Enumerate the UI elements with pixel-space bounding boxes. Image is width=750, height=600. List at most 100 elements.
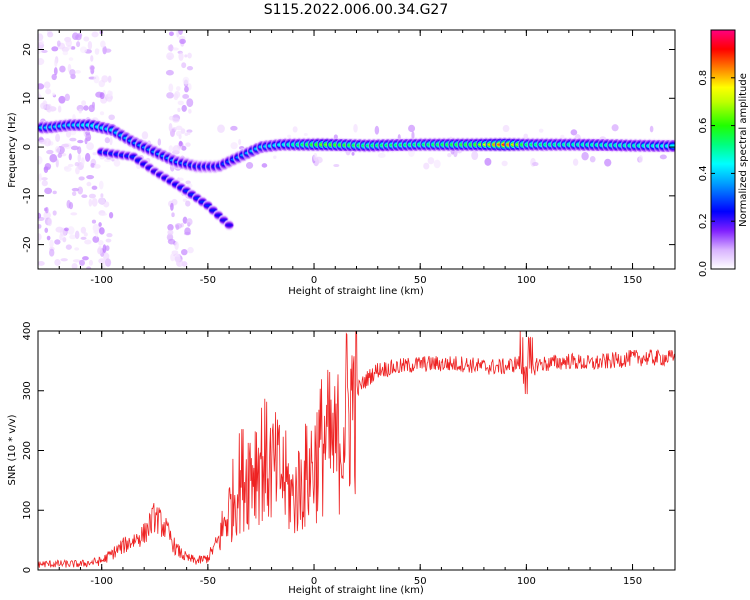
heatmap-speckle: [186, 129, 193, 133]
heatmap-speckle: [85, 133, 92, 142]
heatmap-speckle: [38, 224, 42, 229]
heatmap-speckle: [104, 137, 110, 144]
heatmap-speckle: [167, 55, 172, 61]
heatmap-speckle: [85, 266, 92, 269]
snr-ticks: -100 -50 0 50 100 150 0 100 200 300 400: [22, 321, 676, 587]
heatmap-speckle: [178, 52, 184, 61]
heatmap-speckle: [44, 187, 53, 195]
heatmap-speckle: [51, 46, 59, 52]
heatmap-speckle: [82, 256, 89, 261]
heatmap-speckle: [185, 200, 191, 207]
heatmap-speckle: [47, 31, 54, 38]
heatmap-speckle: [67, 226, 75, 235]
heatmap-speckle: [93, 164, 101, 169]
heatmap-speckle: [172, 117, 180, 123]
x-tick-label: -100: [90, 576, 113, 587]
heatmap-speckle: [38, 58, 45, 66]
heatmap-speckle: [109, 90, 113, 97]
heatmap-speckle: [64, 227, 69, 232]
heatmap-speckle: [61, 143, 70, 148]
y-tick-label: 20: [22, 43, 33, 56]
heatmap-speckle: [71, 262, 78, 269]
heatmap-speckle: [49, 154, 58, 163]
heatmap-speckle: [69, 234, 77, 240]
heatmap-speckle: [217, 124, 225, 133]
heatmap-speckle: [181, 104, 187, 112]
heatmap-speckle: [165, 69, 174, 76]
heatmap-speckle: [102, 244, 107, 254]
heatmap-speckle: [168, 122, 173, 132]
heatmap-speckle: [91, 31, 99, 38]
x-tick-label: 50: [414, 576, 427, 587]
heatmap-speckle: [230, 125, 238, 131]
heatmap-speckle: [113, 159, 121, 167]
heatmap-speckle: [97, 240, 104, 246]
heatmap-speckle: [175, 125, 183, 131]
heatmap-speckle: [105, 245, 110, 251]
heatmap-speckle: [43, 138, 52, 147]
heatmap-speckle: [351, 152, 355, 156]
heatmap-speckle: [187, 131, 191, 136]
heatmap-speckle: [69, 69, 76, 77]
heatmap-speckle: [303, 133, 308, 137]
x-tick-label: 0: [311, 275, 317, 286]
heatmap-speckle: [353, 123, 358, 133]
heatmap-speckle: [185, 142, 191, 147]
heatmap-layer: [38, 30, 675, 269]
heatmap-speckle: [60, 258, 68, 262]
y-tick-label: 100: [22, 501, 33, 520]
heatmap-speckle: [99, 212, 108, 216]
heatmap-speckle: [55, 133, 61, 142]
heatmap-speckle: [423, 162, 430, 170]
heatmap-speckle: [170, 202, 174, 211]
heatmap-speckle: [181, 145, 187, 151]
heatmap-speckle: [91, 101, 96, 109]
spectrogram-xlabel: Height of straight line (km): [288, 286, 424, 297]
heatmap-speckle: [47, 217, 53, 227]
heatmap-speckle: [46, 103, 52, 113]
heatmap-speckle: [91, 185, 98, 190]
x-tick-label: 150: [623, 275, 642, 286]
heatmap-speckle: [98, 180, 104, 190]
heatmap-speckle: [92, 152, 97, 156]
y-tick-label: 300: [22, 381, 33, 400]
heatmap-speckle: [292, 126, 298, 133]
heatmap-speckle: [49, 248, 55, 257]
heatmap-speckle: [181, 248, 188, 256]
heatmap-speckle: [287, 134, 292, 138]
y-tick-label: 0: [22, 144, 33, 150]
heatmap-speckle: [184, 86, 189, 93]
heatmap-speckle: [172, 145, 181, 154]
heatmap-speckle: [427, 157, 435, 165]
heatmap-speckle: [188, 108, 192, 114]
heatmap-speckle: [245, 162, 254, 169]
heatmap-speckle: [54, 239, 61, 245]
heatmap-speckle: [44, 227, 49, 233]
heatmap-speckle: [65, 130, 72, 138]
heatmap-speckle: [76, 104, 84, 112]
heatmap-speckle: [178, 30, 183, 35]
heatmap-speckle: [108, 211, 114, 219]
snr-frame: [37, 330, 676, 571]
heatmap-speckle: [638, 155, 644, 163]
heatmap-speckle: [157, 138, 162, 146]
heatmap-speckle: [43, 211, 51, 220]
x-tick-label: 100: [517, 576, 536, 587]
x-tick-label: -50: [200, 576, 216, 587]
heatmap-speckle: [177, 100, 185, 106]
heatmap-speckle: [589, 156, 596, 163]
heatmap-speckle: [186, 65, 194, 71]
heatmap-speckle: [186, 218, 193, 226]
heatmap-speckle: [100, 193, 104, 198]
heatmap-speckle: [174, 90, 181, 99]
heatmap-speckle: [40, 102, 47, 110]
heatmap-speckle: [55, 158, 59, 168]
heatmap-speckle: [38, 83, 45, 90]
x-tick-label: 50: [414, 275, 427, 286]
heatmap-speckle: [98, 258, 106, 264]
heatmap-speckle: [433, 159, 441, 169]
heatmap-speckle: [604, 158, 612, 167]
heatmap-speckle: [65, 244, 72, 250]
heatmap-speckle: [532, 162, 539, 167]
heatmap-speckle: [167, 44, 174, 52]
